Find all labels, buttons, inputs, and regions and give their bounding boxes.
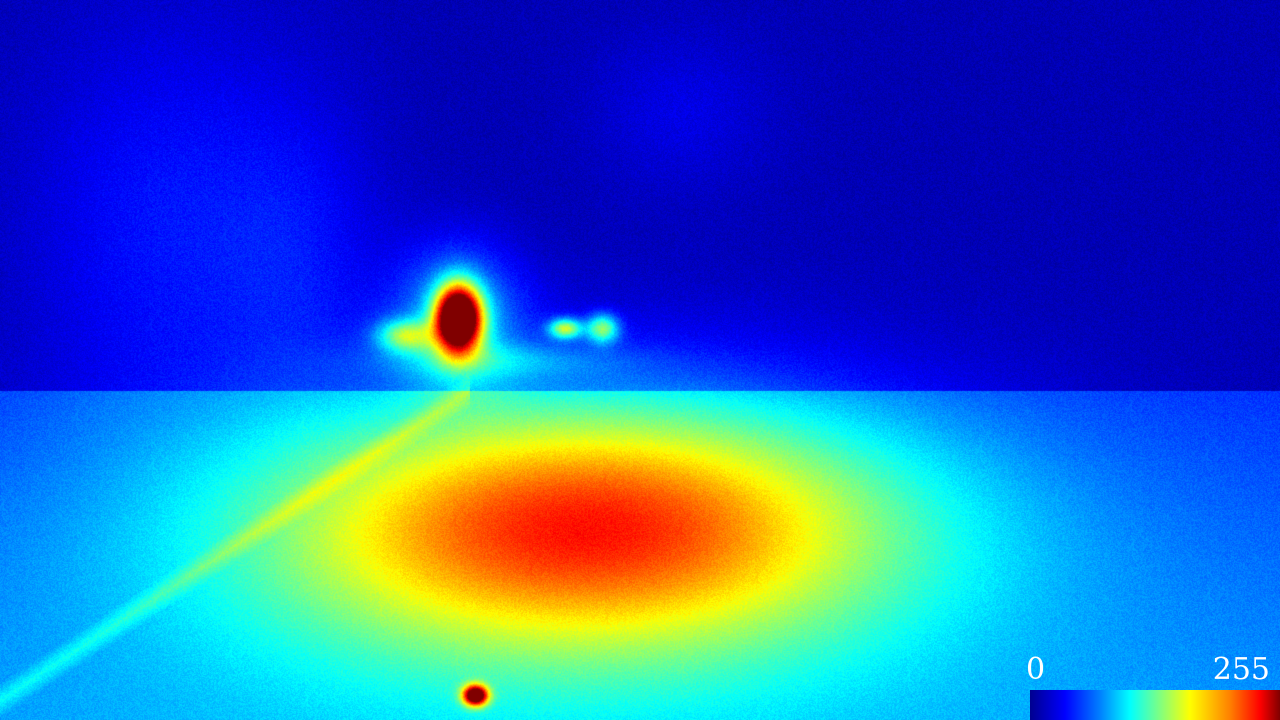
colorbar: 0 255 — [1026, 652, 1280, 720]
colorbar-gradient — [1030, 690, 1280, 720]
colorbar-max-label: 255 — [1212, 652, 1270, 687]
colorbar-min-label: 0 — [1026, 652, 1046, 687]
